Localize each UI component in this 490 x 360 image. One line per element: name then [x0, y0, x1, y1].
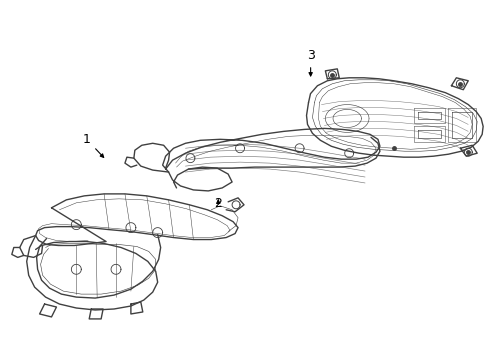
Text: 2: 2: [214, 197, 222, 210]
Text: 3: 3: [307, 49, 315, 76]
Text: 1: 1: [83, 133, 104, 157]
